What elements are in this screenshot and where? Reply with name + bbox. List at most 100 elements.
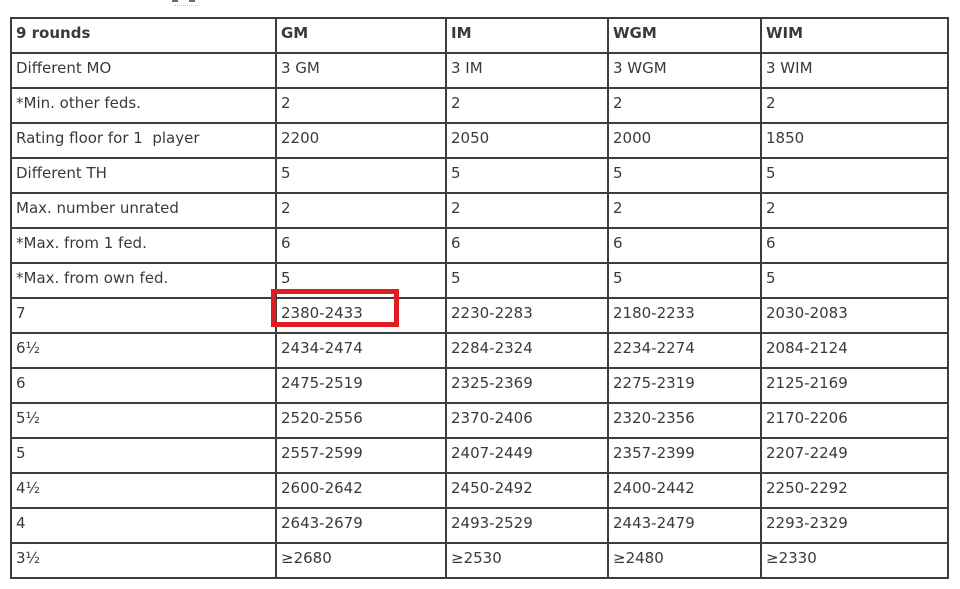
value-cell: 3 IM [445, 52, 609, 89]
cell-value: 6 [281, 234, 291, 252]
value-cell: 5 [445, 262, 609, 299]
value-cell: 1850 [760, 122, 949, 159]
cell-value: 2050 [451, 129, 490, 147]
cell-value: 2275-2319 [613, 374, 695, 392]
cell-value: 2 [613, 94, 623, 112]
cell-value: 5 [613, 164, 623, 182]
table-row: 6½ 2434-2474 2284-2324 2234-2274 2084-2124 [10, 332, 949, 369]
cell-value: 2493-2529 [451, 514, 533, 532]
value-cell: 2170-2206 [760, 402, 949, 439]
table-row: 6 2475-2519 2325-2369 2275-2319 2125-2169 [10, 367, 949, 404]
value-cell: 2 [760, 87, 949, 124]
row-label-cell: Different TH [10, 157, 277, 194]
cell-value: 2 [451, 199, 461, 217]
value-cell: 3 WGM [607, 52, 762, 89]
header-label: IM [451, 24, 472, 42]
cell-value: 2293-2329 [766, 514, 848, 532]
value-cell: 2443-2479 [607, 507, 762, 544]
value-cell: ≥2680 [275, 542, 447, 579]
cell-value: ≥2680 [281, 549, 332, 567]
cell-value: 6 [613, 234, 623, 252]
cell-value: 3 GM [281, 59, 320, 77]
cell-value: 2234-2274 [613, 339, 695, 357]
table-row: 7 2380-2433 2230-2283 2180-2233 2030-2083 [10, 289, 949, 334]
cell-value: 2200 [281, 129, 320, 147]
cell-value: ≥2530 [451, 549, 502, 567]
value-cell: 2407-2449 [445, 437, 609, 474]
header-label: WGM [613, 24, 657, 42]
value-cell: 2000 [607, 122, 762, 159]
cell-value: 2000 [613, 129, 652, 147]
row-label: Max. number unrated [16, 199, 179, 217]
value-cell: 2 [760, 192, 949, 229]
cell-value: 2207-2249 [766, 444, 848, 462]
value-cell: 2520-2556 [275, 402, 447, 439]
row-label: *Min. other feds. [16, 94, 141, 112]
cell-value: 2284-2324 [451, 339, 533, 357]
cell-value: 2030-2083 [766, 304, 848, 322]
value-cell: 2207-2249 [760, 437, 949, 474]
value-cell: 5 [607, 262, 762, 299]
row-label-cell: 6½ [10, 332, 277, 369]
value-cell: 2050 [445, 122, 609, 159]
row-label-cell: 5 [10, 437, 277, 474]
cell-value: 5 [613, 269, 623, 287]
cell-value: 2325-2369 [451, 374, 533, 392]
value-cell: 2200 [275, 122, 447, 159]
value-cell: 2284-2324 [445, 332, 609, 369]
table-row: 3½ ≥2680 ≥2530 ≥2480 ≥2330 [10, 542, 949, 579]
cell-value: ≥2480 [613, 549, 664, 567]
value-cell: 2450-2492 [445, 472, 609, 509]
cell-value: 1850 [766, 129, 805, 147]
table-row: *Max. from own fed. 5 5 5 5 [10, 262, 949, 299]
header-cell-im: IM [445, 17, 609, 54]
value-cell: 2357-2399 [607, 437, 762, 474]
row-label: Different TH [16, 164, 107, 182]
value-cell: 2557-2599 [275, 437, 447, 474]
table-row: 4½ 2600-2642 2450-2492 2400-2442 2250-2292 [10, 472, 949, 509]
row-label: 7 [16, 304, 26, 322]
row-label-cell: *Max. from 1 fed. [10, 227, 277, 264]
table-row: 5 2557-2599 2407-2449 2357-2399 2207-2249 [10, 437, 949, 474]
cell-value: ≥2330 [766, 549, 817, 567]
cell-value: 2357-2399 [613, 444, 695, 462]
value-cell: 3 GM [275, 52, 447, 89]
cell-value: 2434-2474 [281, 339, 363, 357]
table-body: Different MO 3 GM 3 IM 3 WGM 3 WIM *Min. othe… [10, 52, 949, 579]
cell-value: 2557-2599 [281, 444, 363, 462]
value-cell: 2234-2274 [607, 332, 762, 369]
value-cell: 2 [607, 87, 762, 124]
header-cell-gm: GM [275, 17, 447, 54]
row-label-cell: 6 [10, 367, 277, 404]
row-label: 4 [16, 514, 26, 532]
header-row: 9 rounds GM IM WGM WIM [10, 17, 949, 54]
table-row: Rating floor for 1 player 2200 2050 2000 185… [10, 122, 949, 159]
cell-value: 5 [451, 164, 461, 182]
value-cell: 6 [445, 227, 609, 264]
value-cell: 6 [760, 227, 949, 264]
value-cell: 2 [275, 192, 447, 229]
cell-value: 2407-2449 [451, 444, 533, 462]
value-cell: ≥2330 [760, 542, 949, 579]
cell-value: 3 WIM [766, 59, 813, 77]
value-cell: 2293-2329 [760, 507, 949, 544]
cell-value: 2125-2169 [766, 374, 848, 392]
value-cell: 2180-2233 [607, 297, 762, 334]
value-cell: 6 [607, 227, 762, 264]
value-cell: 2320-2356 [607, 402, 762, 439]
cell-value: 2443-2479 [613, 514, 695, 532]
value-cell: 5 [760, 262, 949, 299]
header-cell-wgm: WGM [607, 17, 762, 54]
value-cell: 2 [275, 87, 447, 124]
header-label: GM [281, 24, 309, 42]
norms-table: 9 rounds GM IM WGM WIM Different MO 3 GM 3… [10, 17, 949, 579]
row-label: *Max. from 1 fed. [16, 234, 147, 252]
value-cell: 5 [760, 157, 949, 194]
value-cell: 3 WIM [760, 52, 949, 89]
cell-value: 6 [451, 234, 461, 252]
cell-value: 2450-2492 [451, 479, 533, 497]
row-label-cell: Max. number unrated [10, 192, 277, 229]
header-label: 9 rounds [16, 24, 91, 42]
cell-value: 2370-2406 [451, 409, 533, 427]
value-cell: 5 [607, 157, 762, 194]
